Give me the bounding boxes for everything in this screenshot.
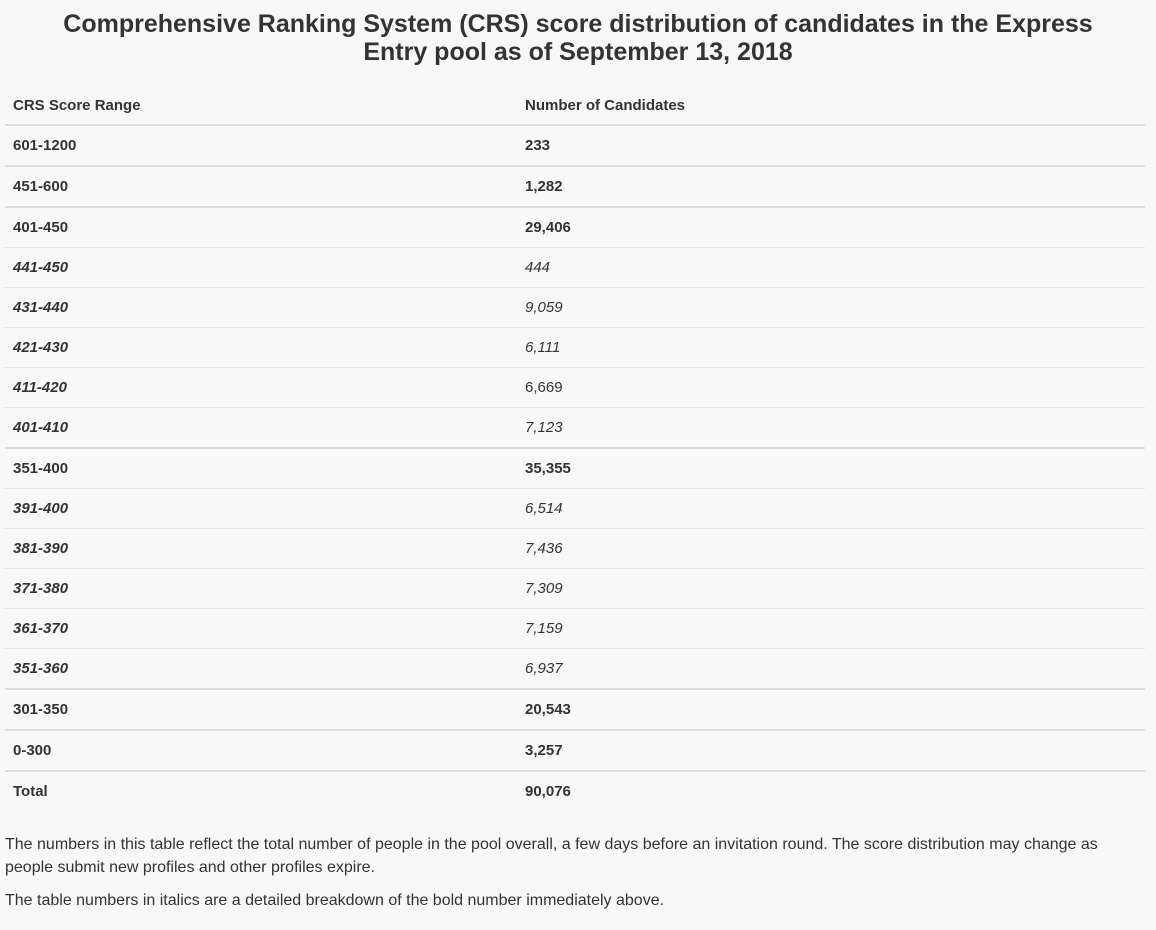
score-range: 381-390: [5, 528, 517, 569]
table-row: 301-350 20,543: [5, 688, 1145, 730]
candidate-count: 9,059: [517, 287, 1145, 328]
table-row: 411-420 6,669: [5, 367, 1145, 408]
table-row: 0-300 3,257: [5, 729, 1145, 771]
table-row: 361-370 7,159: [5, 608, 1145, 649]
score-range: Total: [5, 770, 517, 811]
table-row: 391-400 6,514: [5, 488, 1145, 529]
page-title: Comprehensive Ranking System (CRS) score…: [63, 10, 1093, 66]
table-row: 401-450 29,406: [5, 206, 1145, 248]
score-range: 431-440: [5, 287, 517, 328]
candidate-count: 7,309: [517, 568, 1145, 609]
table-row: 431-440 9,059: [5, 287, 1145, 328]
candidate-count: 233: [525, 137, 551, 154]
candidate-count: 7,159: [517, 608, 1145, 649]
table-row: 381-390 7,436: [5, 528, 1145, 569]
candidate-count: 6,937: [517, 648, 1145, 689]
table-row: 451-600 1,282: [5, 165, 1145, 207]
candidate-count: 6,514: [517, 488, 1145, 529]
score-range: 411-420: [5, 367, 517, 408]
table-row: 601-1200 233: [5, 125, 1145, 166]
candidate-count: 6,111: [517, 327, 1145, 368]
header-row: CRS Score Range Number of Candidates: [5, 86, 1145, 126]
score-range: 0-300: [5, 729, 517, 771]
header-cell: Number of Candidates: [517, 86, 1145, 126]
candidate-count: 7,436: [517, 528, 1145, 569]
table-head: CRS Score Range Number of Candidates: [5, 86, 1145, 126]
score-range: 451-600: [5, 165, 517, 207]
score-range: 351-400: [5, 447, 517, 489]
table-row: 441-450 444: [5, 247, 1145, 288]
table-body: 601-1200 233 451-600 1,282 401-450 29,406 441-…: [5, 125, 1145, 811]
table-row: 351-400 35,355: [5, 447, 1145, 489]
score-range: 371-380: [5, 568, 517, 609]
score-range: 401-410: [5, 407, 517, 448]
table-row: 351-360 6,937: [5, 648, 1145, 689]
candidate-count: 7,123: [517, 407, 1145, 448]
candidate-count: 3,257: [517, 729, 1145, 771]
candidate-count: 20,543: [517, 688, 1145, 730]
candidate-count: 1,282: [517, 165, 1145, 207]
candidate-count: 444: [517, 247, 1145, 288]
score-range: 401-450: [5, 206, 517, 248]
score-range: 351-360: [5, 648, 517, 689]
candidate-count: 29,406: [517, 206, 1145, 248]
table-row: 401-410 7,123: [5, 407, 1145, 448]
score-range: 601-1200: [13, 137, 77, 154]
table-row: 421-430 6,111: [5, 327, 1145, 368]
note: The numbers in this table reflect the to…: [5, 836, 1098, 876]
score-range: 391-400: [5, 488, 517, 529]
score-range: 301-350: [5, 688, 517, 730]
note: The table numbers in italics are a detai…: [5, 892, 665, 909]
candidate-count: 6,669: [517, 367, 1145, 408]
score-range: 441-450: [5, 247, 517, 288]
score-range: 421-430: [5, 327, 517, 368]
table-row: Total 90,076: [5, 770, 1145, 811]
notes: The numbers in this table reflect the to…: [0, 833, 1156, 912]
candidate-count: 35,355: [517, 447, 1145, 489]
header-cell: CRS Score Range: [5, 86, 517, 126]
score-range: 361-370: [5, 608, 517, 649]
candidate-count: 90,076: [517, 770, 1145, 811]
table-row: 371-380 7,309: [5, 568, 1145, 609]
crs-table: CRS Score Range Number of Candidates 601…: [5, 86, 1145, 811]
